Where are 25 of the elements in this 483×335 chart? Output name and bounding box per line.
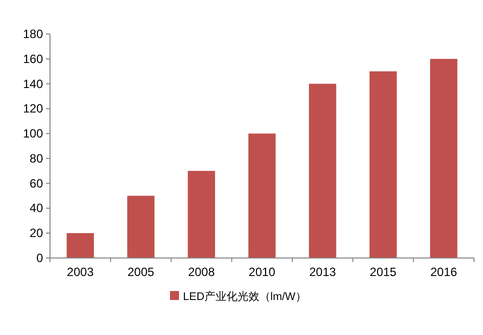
bar (66, 233, 94, 258)
y-tick-label: 60 (30, 176, 44, 190)
bar (370, 71, 397, 258)
y-tick-label: 140 (22, 76, 44, 91)
y-tick-label: 100 (22, 126, 44, 141)
x-tick-label: 2016 (430, 265, 458, 279)
y-tick-label: 40 (30, 201, 44, 216)
bar (188, 170, 216, 258)
x-tick-label: 2015 (370, 265, 397, 279)
bar (248, 134, 276, 258)
y-tick-label: 180 (22, 27, 44, 41)
y-tick-label: 0 (36, 251, 44, 265)
x-tick-label: 2005 (128, 265, 155, 279)
y-tick-label: 20 (30, 226, 44, 240)
bar (308, 84, 336, 258)
x-tick-label: 2013 (309, 265, 336, 279)
x-tick-label: 2003 (66, 265, 94, 279)
bar (430, 58, 458, 258)
bar (127, 196, 154, 258)
x-tick-label: 2010 (248, 265, 276, 279)
y-tick-label: 120 (22, 102, 44, 116)
y-tick-label: 80 (30, 151, 44, 166)
x-tick-label: 2008 (188, 265, 216, 279)
y-tick-label: 160 (22, 52, 44, 66)
legend-label: LED产业化光效（lm/W） (183, 290, 306, 303)
